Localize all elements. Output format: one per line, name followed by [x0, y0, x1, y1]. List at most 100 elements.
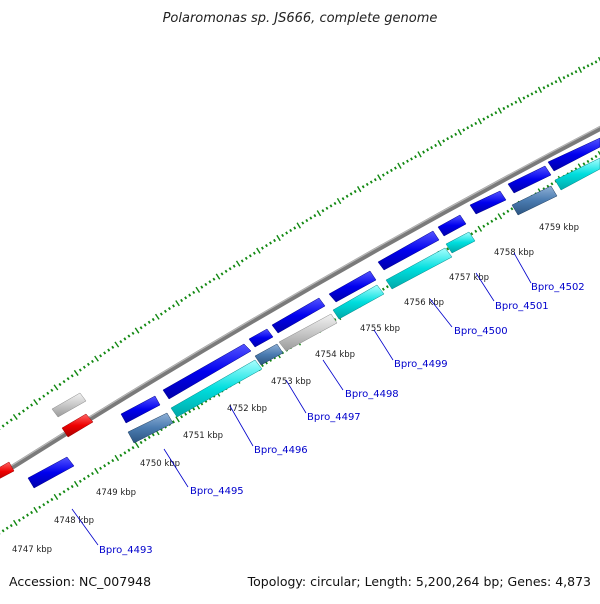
outer-tick	[139, 326, 143, 330]
outer-tick	[590, 62, 594, 66]
outer-tick	[30, 403, 34, 407]
gene-feature[interactable]	[554, 157, 600, 191]
outer-tick	[586, 64, 590, 68]
outer-tick	[313, 214, 317, 218]
inner-tick	[143, 438, 147, 442]
outer-tick	[457, 128, 462, 136]
outer-tick	[26, 406, 30, 410]
inner-tick	[53, 493, 59, 500]
inner-tick	[73, 480, 79, 487]
gene-feature[interactable]	[507, 165, 552, 194]
inner-tick	[50, 497, 54, 502]
outer-tick	[184, 296, 188, 300]
gene-feature[interactable]	[469, 190, 507, 215]
outer-tick	[66, 377, 70, 381]
inner-tick	[82, 477, 86, 481]
inner-tick	[114, 454, 120, 462]
outer-tick	[373, 178, 377, 182]
outer-tick	[594, 60, 598, 64]
gene-feature[interactable]	[437, 214, 467, 237]
outer-tick	[410, 157, 413, 161]
inner-tick	[21, 516, 25, 520]
gene-feature[interactable]	[162, 343, 252, 400]
outer-tick	[506, 104, 510, 108]
outer-tick	[534, 90, 538, 94]
outer-tick	[62, 380, 66, 384]
outer-tick	[406, 159, 409, 163]
outer-tick	[385, 171, 389, 175]
gene-label-bpro-4495[interactable]: Bpro_4495	[190, 486, 244, 497]
outer-tick	[450, 134, 454, 139]
gene-labels: Bpro_4493 Bpro_4495 Bpro_4496 Bpro_4497 …	[99, 282, 585, 556]
outer-tick	[577, 66, 583, 73]
gene-feature[interactable]	[27, 456, 75, 489]
gene-label-bpro-4498[interactable]: Bpro_4498	[345, 389, 399, 400]
inner-tick	[127, 448, 131, 452]
outer-tick	[99, 354, 103, 358]
gene-label-bpro-4502[interactable]: Bpro_4502	[531, 282, 585, 293]
outer-tick	[309, 216, 313, 220]
gene-feature[interactable]	[332, 284, 385, 320]
gene-feature[interactable]	[170, 359, 263, 418]
gene-feature[interactable]	[127, 412, 174, 444]
inner-tick	[78, 479, 82, 483]
gene-feature[interactable]	[278, 313, 338, 352]
gene-feature[interactable]	[385, 247, 453, 290]
outer-tick	[78, 368, 82, 372]
outer-tick	[114, 341, 120, 348]
inner-tick	[86, 474, 90, 478]
gene-label-bpro-4493[interactable]: Bpro_4493	[99, 545, 153, 556]
outer-tick	[574, 70, 578, 74]
gene-feature[interactable]	[328, 270, 377, 303]
inner-tick	[446, 247, 450, 251]
outer-tick	[542, 86, 546, 90]
outer-tick	[329, 204, 333, 208]
outer-tick	[269, 241, 272, 245]
outer-tick	[33, 399, 39, 406]
inner-tick	[151, 433, 155, 437]
gene-feature[interactable]	[120, 395, 161, 424]
gene-feature[interactable]	[254, 343, 284, 366]
gene-feature[interactable]	[61, 413, 94, 438]
inner-tick	[494, 217, 498, 221]
kbp-label: 4754 kbp	[315, 350, 355, 360]
gene-label-bpro-4500[interactable]: Bpro_4500	[454, 326, 508, 337]
inner-tick	[91, 471, 94, 476]
outer-tick	[220, 272, 224, 276]
inner-tick	[172, 420, 175, 424]
leader-line	[322, 359, 344, 391]
outer-tick	[256, 247, 261, 254]
outer-tick	[260, 246, 264, 250]
gene-feature[interactable]	[248, 328, 274, 348]
outer-tick	[377, 174, 382, 181]
outer-tick	[562, 76, 566, 80]
outer-tick	[163, 309, 167, 313]
gene-feature[interactable]	[511, 185, 558, 216]
gene-feature[interactable]	[445, 231, 476, 254]
gene-feature[interactable]	[547, 137, 600, 172]
outer-tick	[526, 94, 530, 98]
outer-tick	[94, 355, 99, 362]
outer-tick	[486, 115, 490, 119]
outer-tick	[462, 128, 466, 132]
outer-tick	[510, 102, 514, 106]
gene-label-bpro-4497[interactable]: Bpro_4497	[307, 412, 361, 423]
gene-feature[interactable]	[271, 297, 326, 334]
gene-label-bpro-4499[interactable]: Bpro_4499	[394, 359, 448, 370]
gene-label-bpro-4501[interactable]: Bpro_4501	[495, 301, 549, 312]
leader-line	[513, 252, 532, 284]
kbp-label: 4751 kbp	[183, 431, 223, 441]
leader-line	[71, 508, 99, 546]
gene-feature[interactable]	[377, 230, 440, 271]
gene-feature[interactable]	[51, 392, 87, 418]
inner-tick	[46, 500, 50, 504]
outer-tick	[5, 421, 9, 425]
outer-tick	[477, 118, 482, 125]
gene-feature[interactable]	[0, 461, 15, 481]
outer-tick	[21, 409, 25, 413]
gene-label-bpro-4496[interactable]: Bpro_4496	[254, 445, 308, 456]
outer-tick	[127, 334, 131, 338]
outer-tick	[470, 124, 474, 128]
